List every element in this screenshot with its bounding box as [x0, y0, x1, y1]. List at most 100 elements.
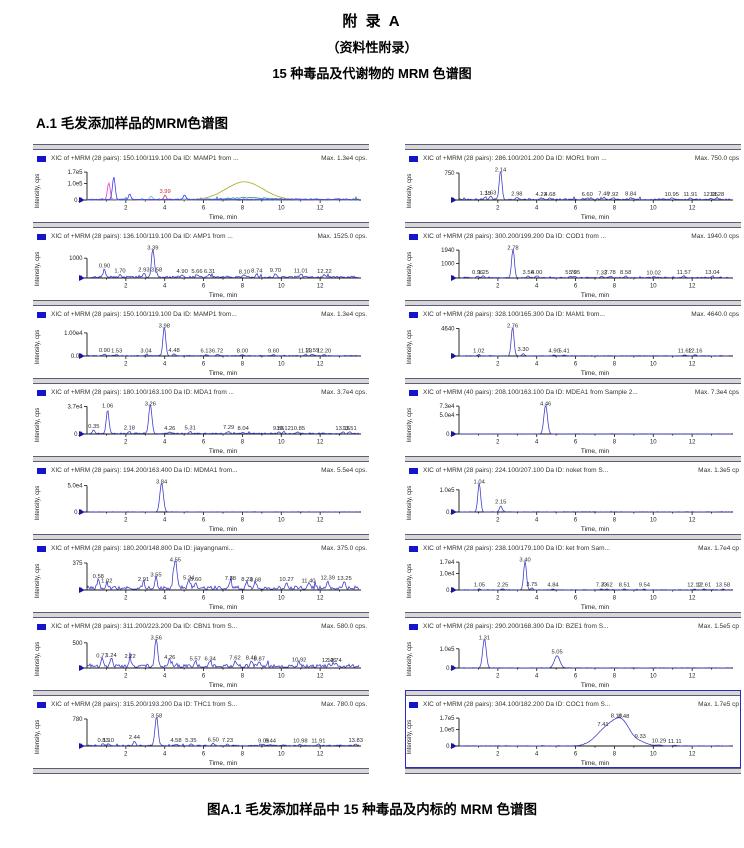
peak-label: 5.57 [190, 656, 201, 662]
peak-label: 4.00 [531, 270, 542, 276]
chromatogram-plot[interactable]: 2 4 6 8 10 12 Time, min 5.0e4 0.0 3.84 [43, 477, 367, 534]
svg-text:0: 0 [79, 588, 83, 594]
chromatogram-plot[interactable]: 2 4 6 8 10 12 Time, min 3.7e4 0.0 0.35 1.06 2.18 3.2… [43, 399, 367, 456]
svg-text:10: 10 [278, 440, 285, 446]
chromatogram-plot[interactable]: 2 4 6 8 10 12 Time, min 1.0e5 0.0 1.04 2.15 [415, 477, 739, 534]
panel-header[interactable]: XIC of +MRM (28 pairs): 300.200/199.200 … [405, 228, 741, 243]
chromatogram-plot[interactable]: 2 4 6 8 10 12 Time, min 1000 0 0.90 1.70 2.93 3.39 3.… [43, 243, 367, 300]
svg-text:6: 6 [202, 674, 206, 680]
pane-splitter[interactable] [33, 534, 369, 540]
svg-text:10: 10 [650, 518, 657, 524]
y-axis-title: Intensity, cps [35, 563, 41, 598]
chromatogram-plot[interactable]: 2 4 6 8 10 12 Time, min 1.7e5 1.0e5 0.0 3.99 [43, 165, 367, 222]
peak-label: 3.55 [150, 572, 161, 578]
peak-label: 5.95 [569, 270, 580, 276]
svg-text:4: 4 [163, 596, 167, 602]
peak-label: 8.74 [251, 269, 263, 275]
pane-splitter[interactable] [33, 222, 369, 228]
chromatogram-plot[interactable]: 2 4 6 8 10 12 Time, min 780 0 0.831.10 2.44 3.58 4.5… [43, 711, 367, 768]
panel-header[interactable]: XIC of +MRM (28 pairs): 150.100/119.100 … [33, 306, 369, 321]
panel-title: XIC of +MRM (28 pairs): 238.100/179.100 … [423, 545, 610, 552]
chromatogram-plot[interactable]: 2 4 6 8 10 12 Time, min 1.7e4 1.0e4 0.0 1.05 2.25 3.… [415, 555, 739, 612]
pane-splitter[interactable] [405, 456, 741, 462]
chromatogram-plot[interactable]: 2 4 6 8 10 12 Time, min 500 0 0.771.24 2.22 3.56 4.2… [43, 633, 367, 690]
peak-label: 10.85 [291, 426, 306, 432]
pane-splitter[interactable] [33, 378, 369, 384]
pane-splitter[interactable] [33, 300, 369, 306]
panel-title: XIC of +MRM (28 pairs): 150.100/119.100 … [51, 311, 237, 318]
panel-header[interactable]: XIC of +MRM (28 pairs): 315.200/193.200 … [33, 696, 369, 711]
panel-max-label: Max. 1.5e5 cp [698, 623, 739, 630]
panel-header[interactable]: XIC of +MRM (28 pairs): 311.200/223.200 … [33, 618, 369, 633]
pane-splitter[interactable] [405, 222, 741, 228]
peak-label: 6.34 [205, 656, 217, 662]
panel-header[interactable]: XIC of +MRM (28 pairs): 150.100/119.100 … [33, 150, 369, 165]
peak-label: 5.24 [183, 575, 195, 581]
pane-splitter[interactable] [405, 300, 741, 306]
peak-label: 1.70 [114, 269, 125, 275]
pane-splitter[interactable] [33, 768, 369, 774]
chromatogram-plot[interactable]: 2 4 6 8 10 12 Time, min 375 0 0.581.02 2.913.55 4.5… [43, 555, 367, 612]
panel-max-label: Max. 4640.0 cps [691, 311, 739, 318]
svg-text:0.0: 0.0 [74, 510, 83, 516]
panel-header[interactable]: XIC of +MRM (28 pairs): 136.100/119.100 … [33, 228, 369, 243]
panel-max-label: Max. 5.5e4 cps. [321, 467, 367, 474]
pane-splitter[interactable] [405, 690, 741, 696]
peak-label: 12.74 [327, 658, 342, 664]
panel-header[interactable]: XIC of +MRM (28 pairs): 286.100/201.200 … [405, 150, 741, 165]
svg-text:0.0: 0.0 [446, 432, 455, 438]
chromatogram-plot[interactable]: 2 4 6 8 10 12 Time, min 1.0e5 0.0 1.31 5.05 [415, 633, 739, 690]
y-axis-title: Intensity, cps [35, 719, 41, 754]
chromatogram-panel-amp1: XIC of +MRM (28 pairs): 136.100/119.100 … [33, 222, 369, 300]
peak-label: 1.35 [480, 191, 491, 197]
chromatogram-plot[interactable]: 2 4 6 8 10 12 Time, min 1940 1000 0 0.961.25 2.78 3.… [415, 243, 739, 300]
panel-header[interactable]: XIC of +MRM (28 pairs): 180.100/163.100 … [33, 384, 369, 399]
peak-label: 12.12 [687, 583, 702, 589]
pane-splitter[interactable] [405, 144, 741, 150]
pane-splitter[interactable] [33, 690, 369, 696]
panel-header[interactable]: XIC of +MRM (28 pairs): 290.200/168.300 … [405, 618, 741, 633]
svg-text:10: 10 [278, 674, 285, 680]
peak-label: 3.56 [151, 636, 162, 642]
panel-header[interactable]: XIC of +MRM (28 pairs): 328.100/165.300 … [405, 306, 741, 321]
svg-text:Time, min: Time, min [581, 604, 610, 611]
chromatogram-panel-cbn1: XIC of +MRM (28 pairs): 311.200/223.200 … [33, 612, 369, 690]
pane-splitter[interactable] [405, 612, 741, 618]
chromatogram-plot[interactable]: 2 4 6 8 10 12 Time, min 4640 0 1.02 2.76 3.30 4.905.… [415, 321, 739, 378]
chromatogram-plot[interactable]: 2 4 6 8 10 12 Time, min 750 0 1.351.63 2.14 2.98 4.2… [415, 165, 739, 222]
y-axis-title: Intensity, cps [407, 173, 413, 208]
chromatogram-plot[interactable]: 2 4 6 8 10 12 Time, min 7.3e4 5.0e4 0.0 4.46 [415, 399, 739, 456]
svg-text:8: 8 [241, 596, 245, 602]
svg-text:4640: 4640 [441, 326, 455, 332]
panel-header[interactable]: XIC of +MRM (28 pairs): 180.200/148.800 … [33, 540, 369, 555]
panel-header[interactable]: XIC of +MRM (28 pairs): 238.100/179.100 … [405, 540, 741, 555]
chromatogram-panel-bze1: XIC of +MRM (28 pairs): 290.200/168.300 … [405, 612, 741, 690]
svg-text:6: 6 [574, 518, 578, 524]
pane-splitter[interactable] [405, 768, 741, 774]
pane-splitter[interactable] [33, 612, 369, 618]
peak-label: 7.46 [598, 191, 609, 197]
pane-splitter[interactable] [405, 534, 741, 540]
panel-max-label: Max. 580.0 cps. [321, 623, 367, 630]
pane-splitter[interactable] [33, 456, 369, 462]
svg-text:500: 500 [72, 641, 83, 647]
svg-text:4: 4 [535, 206, 539, 212]
svg-text:2: 2 [496, 752, 500, 758]
panel-header[interactable]: XIC of +MRM (40 pairs): 208.100/163.100 … [405, 384, 741, 399]
pane-splitter[interactable] [33, 144, 369, 150]
panel-header[interactable]: XIC of +MRM (28 pairs): 304.100/182.200 … [405, 696, 741, 711]
peak-label: 11.01 [294, 269, 308, 275]
chromatogram-plot[interactable]: 2 4 6 8 10 12 Time, min 1.00e4 0.00 0.90 1.53 3.04 3… [43, 321, 367, 378]
svg-text:8: 8 [613, 674, 617, 680]
panel-header[interactable]: XIC of +MRM (28 pairs): 224.100/207.100 … [405, 462, 741, 477]
chromatogram-panel-mda1: XIC of +MRM (28 pairs): 180.100/163.100 … [33, 378, 369, 456]
peak-label: 11.62 [678, 349, 692, 355]
chromatogram-plot[interactable]: 2 4 6 8 10 12 Time, min 1.7e5 1.0e5 0.0 7.418.108.… [415, 711, 739, 768]
svg-text:6: 6 [202, 518, 206, 524]
svg-text:10: 10 [650, 440, 657, 446]
pane-splitter[interactable] [405, 378, 741, 384]
panel-header[interactable]: XIC of +MRM (28 pairs): 194.200/163.400 … [33, 462, 369, 477]
xic-trace-icon [37, 701, 46, 708]
peak-label: 12.16 [688, 348, 703, 354]
peak-label: 1.25 [478, 270, 489, 276]
